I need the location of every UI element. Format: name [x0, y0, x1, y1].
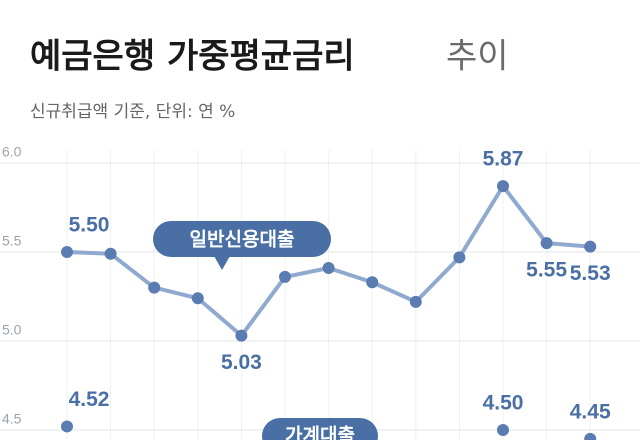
series-label: 가계대출 — [285, 425, 355, 440]
value-label: 5.87 — [483, 148, 524, 171]
point — [409, 295, 422, 308]
bubble-tail — [214, 256, 230, 270]
y-tick-label: 6.0 — [2, 144, 22, 160]
point — [584, 432, 597, 440]
value-label: 5.53 — [570, 262, 611, 285]
series-label: 일반신용대출 — [190, 229, 295, 251]
point — [497, 180, 509, 193]
chart-subtitle: 신규취급액 기준, 단위: 연 % — [30, 102, 235, 122]
bubble — [262, 418, 378, 440]
point — [453, 251, 466, 264]
point — [279, 270, 291, 283]
point — [497, 424, 509, 436]
chart-title: 예금은행 가중평균금리 — [30, 37, 355, 77]
y-tick-label: 5.5 — [2, 233, 22, 249]
legend-bubble: 일반신용대출 가계대출 — [153, 221, 378, 440]
y-tick-label: 5.0 — [2, 322, 22, 338]
point — [322, 262, 335, 275]
point — [148, 281, 161, 294]
point — [61, 246, 73, 258]
value-label: 4.52 — [69, 388, 110, 411]
value-label: 5.03 — [221, 351, 262, 374]
chart-title-suffix: 추이 — [446, 37, 509, 77]
point — [61, 420, 73, 433]
bubble — [153, 221, 331, 257]
value-label: 4.45 — [570, 400, 611, 423]
point — [584, 240, 597, 253]
value-label: 5.55 — [526, 259, 567, 282]
point — [104, 247, 117, 260]
point — [366, 276, 379, 289]
value-label: 5.50 — [69, 214, 110, 237]
value-label: 4.50 — [483, 392, 524, 415]
point — [191, 292, 204, 305]
y-tick-label: 4.5 — [2, 411, 22, 427]
point — [540, 237, 553, 250]
point — [235, 329, 248, 342]
